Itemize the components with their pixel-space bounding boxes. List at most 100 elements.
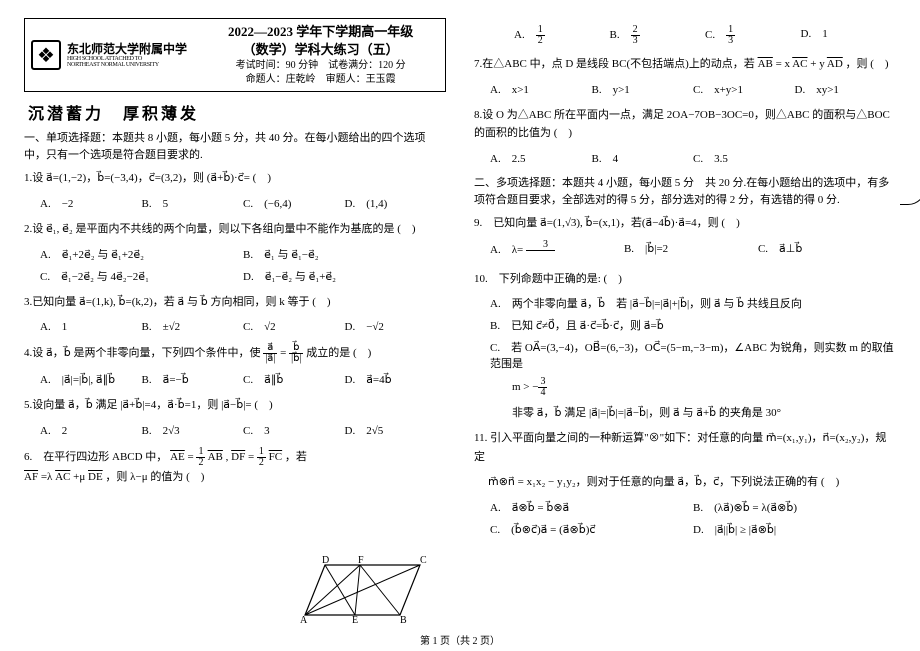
q8-stem: 8.设 O 为△ABC 所在平面内一点，满足 2OA−7OB−3OC=0，则△A…: [474, 106, 896, 143]
school-name-en2: NORTHEAST NORMAL UNIVERSITY: [67, 62, 187, 68]
q6r-B-lbl: B.: [610, 29, 631, 41]
q1-stem: 1.设 a⃗=(1,−2)，b⃗=(−3,4)，c⃗=(3,2)，则 (a⃗+b…: [24, 169, 446, 188]
q5-D: D. 2√5: [345, 419, 447, 441]
q6r-opts: A. 12 B. 23 C. 13 D. 1: [514, 22, 896, 49]
title-line1: 2022—2023 学年下学期高一年级: [202, 23, 439, 41]
q6r-C: C. 13: [705, 22, 801, 49]
q7-opts: A. x>1 B. y>1 C. x+y>1 D. xy>1: [490, 78, 896, 100]
q9-stem: 9. 已知向量 a⃗=(1,√3), b⃗=(x,1)，若(a⃗−4b⃗)·a⃗…: [474, 214, 896, 233]
q4-frac2: b⃗|b⃗|: [289, 343, 303, 364]
q7-eqx: = x: [776, 58, 790, 70]
section-single-title: 一、单项选择题：本题共 8 小题，每小题 5 分，共 40 分。在每小题给出的四…: [24, 130, 446, 163]
q4-D: D. a⃗=4b⃗: [345, 368, 447, 390]
q9-opts: A. λ= 3 B. |b⃗|=2 C. a⃗⊥b⃗: [490, 237, 896, 264]
q7-stem: 7.在△ABC 中，点 D 是线段 BC(不包括端点)上的动点，若 AB = x…: [474, 55, 896, 74]
q6-half2: 12: [257, 447, 266, 468]
exam-time: 考试时间：90 分钟 试卷满分：120 分: [202, 59, 439, 73]
q6-DF: DF: [231, 451, 245, 463]
lbl-E: E: [352, 615, 358, 625]
q8-A: A. 2.5: [490, 147, 592, 169]
page-footer: 第 1 页（共 2 页）: [0, 632, 920, 647]
q1-opts: A. −2 B. 5 C. (−6,4) D. (1,4): [40, 192, 446, 214]
q4-p1: 4.设 a⃗，b⃗ 是两个非零向量，下列四个条件中，使: [24, 347, 263, 359]
q8-B: B. 4: [592, 147, 694, 169]
q5-stem: 5.设向量 a⃗，b⃗ 满足 |a⃗+b⃗|=4，a⃗·b⃗=1，则 |a⃗−b…: [24, 396, 446, 415]
section-multi-title: 二、多项选择题：本题共 4 小题，每小题 5 分 共 20 分.在每小题给出的选…: [474, 175, 896, 208]
q5-A: A. 2: [40, 419, 142, 441]
q6-c1: ,: [226, 451, 229, 463]
q5-opts: A. 2 B. 2√3 C. 3 D. 2√5: [40, 419, 446, 441]
q4-B: B. a⃗=−b⃗: [142, 368, 244, 390]
q6-p2: ，若: [285, 451, 307, 463]
q2-C: C. e⃗₁−2e⃗₂ 与 4e⃗₂−2e⃗₁: [40, 265, 243, 287]
q2-B: B. e⃗₁ 与 e⃗₁−e⃗₂: [243, 243, 446, 265]
q3-stem: 3.已知向量 a⃗=(1,k), b⃗=(k,2)，若 a⃗ 与 b⃗ 方向相同…: [24, 293, 446, 312]
title-block: 2022—2023 学年下学期高一年级 （数学）学科大练习（五） 考试时间：90…: [202, 23, 439, 87]
q10-C1: C. 若 OA⃗=(3,−4)，OB⃗=(6,−3)，OC⃗=(5−m,−3−m…: [490, 336, 896, 374]
q1-C: C. (−6,4): [243, 192, 345, 214]
q10-C2-lbl: m > −: [490, 381, 538, 393]
left-column: ❖ 东北师范大学附属中学 HIGH SCHOOL ATTACHED TO NOR…: [16, 18, 460, 643]
q4-stem: 4.设 a⃗，b⃗ 是两个非零向量，下列四个条件中，使 a⃗|a⃗| = b⃗|…: [24, 343, 446, 364]
q6r-D: D. 1: [801, 22, 897, 49]
q1-A: A. −2: [40, 192, 142, 214]
q6-p1: 6. 在平行四边形 ABCD 中，: [24, 451, 167, 463]
q6-p3: ，则 λ−μ 的值为 ( ): [105, 471, 204, 483]
q6-FC: FC: [269, 451, 282, 463]
title-line2: （数学）学科大练习（五）: [202, 41, 439, 59]
q6r-B: B. 23: [610, 22, 706, 49]
q6r-C-lbl: C.: [705, 29, 726, 41]
q6-stem: 6. 在平行四边形 ABCD 中， AE = 12 AB , DF = 12 F…: [24, 447, 446, 487]
q7-C: C. x+y>1: [693, 78, 795, 100]
motto: 沉潜蓄力 厚积薄发: [28, 100, 446, 124]
lbl-A: A: [300, 615, 308, 625]
q6-lam: =λ: [41, 471, 53, 483]
lbl-B: B: [400, 615, 407, 625]
q6-DE: DE: [88, 471, 103, 483]
q8-C: C. 3.5: [693, 147, 795, 169]
q4-opts: A. |a⃗|=|b⃗|, a⃗∥b⃗ B. a⃗=−b⃗ C. a⃗∥b⃗ D…: [40, 368, 446, 390]
q11-opts: A. a⃗⊗b⃗ = b⃗⊗a⃗ B. (λa⃗)⊗b⃗ = λ(a⃗⊗b⃗) …: [490, 496, 896, 540]
q6-half1: 12: [196, 447, 205, 468]
q9-A-lbl: A. λ=: [490, 244, 523, 256]
q4-C: C. a⃗∥b⃗: [243, 368, 345, 390]
q11-D: D. |a⃗||b⃗| ≥ |a⃗⊗b⃗|: [693, 518, 896, 540]
parallelogram-diagram: D F C A E B: [300, 555, 430, 625]
q11-stem2: m⃗⊗n⃗ = x₁x₂ − y₁y₂，则对于任意的向量 a⃗，b⃗，c⃗，下列…: [488, 473, 896, 492]
q5-B: B. 2√3: [142, 419, 244, 441]
q10-D: 非零 a⃗，b⃗ 满足 |a⃗|=|b⃗|=|a⃗−b⃗|，则 a⃗ 与 a⃗+…: [490, 401, 896, 423]
q3-opts: A. 1 B. ±√2 C. √2 D. −√2: [40, 315, 446, 337]
q3-D: D. −√2: [345, 315, 447, 337]
right-column: A. 12 B. 23 C. 13 D. 1 7.在△ABC 中，点 D 是线段…: [460, 18, 904, 643]
q3-C: C. √2: [243, 315, 345, 337]
q7-AB: AB: [758, 58, 773, 70]
q8-opts: A. 2.5 B. 4 C. 3.5: [490, 147, 896, 169]
q10-C2: m > −34: [490, 374, 896, 401]
q10-A: A. 两个非零向量 a⃗，b⃗ 若 |a⃗−b⃗|=|a⃗|+|b⃗|，则 a⃗…: [490, 292, 896, 314]
q6-AF: AF: [24, 471, 38, 483]
q7-py: + y: [810, 58, 824, 70]
q9-C: C. a⃗⊥b⃗: [758, 237, 892, 264]
q9-A: A. λ= 3: [490, 237, 624, 264]
q7-p2: ，则 ( ): [846, 58, 889, 70]
q2-A: A. e⃗₁+2e⃗₂ 与 e⃗₁+2e⃗₂: [40, 243, 243, 265]
q1-B: B. 5: [142, 192, 244, 214]
exam-page: ❖ 东北师范大学附属中学 HIGH SCHOOL ATTACHED TO NOR…: [0, 0, 920, 651]
lbl-C: C: [420, 555, 427, 566]
q4-p2: 成立的是 ( ): [306, 347, 371, 359]
q3-B: B. ±√2: [142, 315, 244, 337]
lbl-D: D: [322, 555, 329, 566]
school-logo-icon: ❖: [31, 40, 61, 70]
q2-stem: 2.设 e⃗₁, e⃗₂ 是平面内不共线的两个向量，则以下各组向量中不能作为基底…: [24, 220, 446, 239]
q11-stem1: 11. 引入平面向量之间的一种新运算"⊗"如下：对任意的向量 m⃗=(x₁,y₁…: [474, 429, 896, 466]
q6r-A-lbl: A.: [514, 29, 536, 41]
logo-block: ❖ 东北师范大学附属中学 HIGH SCHOOL ATTACHED TO NOR…: [31, 40, 202, 70]
q4-frac: a⃗|a⃗|: [263, 343, 277, 364]
q6-AE: AE: [170, 451, 185, 463]
q7-AD: AD: [827, 58, 843, 70]
q11-C: C. (b⃗⊗c⃗)a⃗ = (a⃗⊗b⃗)c⃗: [490, 518, 693, 540]
q1-D: D. (1,4): [345, 192, 447, 214]
school-name-cn: 东北师范大学附属中学: [67, 43, 187, 56]
q4-A: A. |a⃗|=|b⃗|, a⃗∥b⃗: [40, 368, 142, 390]
q10-opts: A. 两个非零向量 a⃗，b⃗ 若 |a⃗−b⃗|=|a⃗|+|b⃗|，则 a⃗…: [490, 292, 896, 423]
